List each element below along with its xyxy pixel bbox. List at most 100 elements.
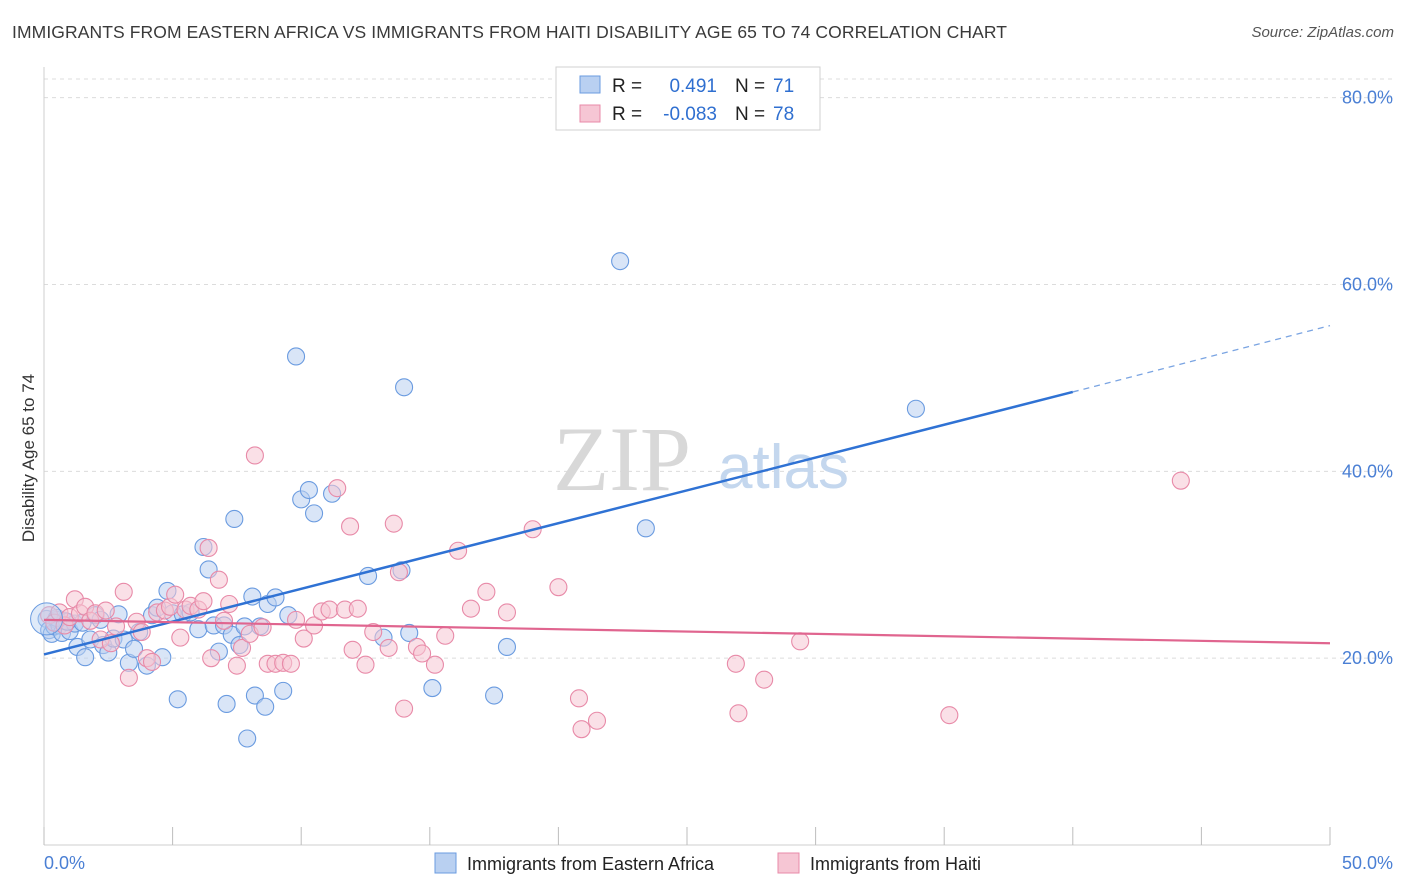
point-haiti [166,585,185,604]
point-eastern-africa [124,639,144,658]
point-eastern-africa [400,623,419,642]
watermark-atlas: atlas [718,433,849,502]
n-value-2: 78 [773,104,794,125]
point-eastern-africa [423,679,442,698]
point-eastern-africa [497,637,517,657]
point-eastern-africa [274,681,293,700]
watermark: ZIP atlas [553,408,849,510]
point-eastern-africa [238,729,257,748]
x-tick-label: 0.0% [44,853,85,873]
point-eastern-africa [168,690,187,709]
point-haiti [726,654,745,673]
source-credit: Source: ZipAtlas.com [1251,24,1394,41]
tick-labels: 20.0% 40.0% 60.0% 80.0% 0.0% 50.0% [44,88,1393,873]
point-haiti [171,628,190,647]
point-haiti [320,600,339,619]
n-value-1: 71 [773,76,794,97]
bottom-swatch-eastern-africa [434,852,457,874]
point-haiti [202,649,221,668]
point-haiti [294,629,313,648]
y-tick-label: 80.0% [1342,88,1393,108]
point-haiti [1171,471,1190,490]
point-eastern-africa [225,509,244,529]
point-eastern-africa [305,504,324,523]
chart-title: IMMIGRANTS FROM EASTERN AFRICA VS IMMIGR… [12,22,1008,42]
bottom-label-haiti: Immigrants from Haiti [810,854,981,874]
point-eastern-africa [217,694,236,713]
point-haiti [341,517,360,536]
watermark-zip: ZIP [553,408,691,510]
point-haiti [497,603,517,622]
point-haiti [114,582,133,601]
point-haiti [232,638,252,657]
point-eastern-africa [256,697,275,716]
point-haiti [569,689,589,708]
point-haiti [587,711,607,730]
series-legend: Immigrants from Eastern Africa Immigrant… [434,852,981,874]
r-label-1: R = [612,76,642,97]
data-points [30,252,1190,748]
point-haiti [287,610,306,629]
point-haiti [119,668,138,687]
y-tick-label: 60.0% [1342,275,1393,295]
legend-swatch-haiti [579,104,601,123]
point-haiti [940,706,959,725]
point-haiti [343,640,362,659]
point-eastern-africa [245,686,264,705]
point-haiti [413,644,432,663]
legend-swatch-eastern-africa [579,75,601,94]
point-haiti [477,582,496,601]
point-eastern-africa [395,378,414,397]
point-haiti [572,720,591,739]
point-haiti [755,670,774,689]
point-eastern-africa [636,519,655,538]
point-eastern-africa [299,480,318,500]
trend-lines [43,324,1331,656]
r-label-2: R = [612,104,642,125]
point-haiti [791,632,810,651]
point-haiti [348,599,367,618]
point-haiti [549,578,568,597]
r-value-2: -0.083 [663,104,717,125]
point-haiti [209,570,228,589]
point-haiti [281,654,300,673]
point-eastern-africa [485,686,504,705]
x-tick-label: 50.0% [1342,853,1393,873]
bottom-label-eastern-africa: Immigrants from Eastern Africa [467,854,715,874]
y-axis-label: Disability Age 65 to 74 [19,374,38,542]
bottom-swatch-haiti [777,852,800,874]
point-haiti [227,656,246,675]
y-tick-label: 20.0% [1342,648,1393,668]
point-eastern-africa [611,252,630,271]
trend-line-eastern-africa [43,390,1074,656]
point-haiti [142,652,162,671]
point-haiti [214,611,234,630]
grid-lines [44,78,1392,659]
point-haiti [379,638,398,657]
point-eastern-africa [76,648,95,667]
point-haiti [253,618,272,637]
point-haiti [199,538,218,557]
point-haiti [729,704,748,723]
stats-legend: R = 0.491 N = 71 R = -0.083 N = 78 [555,66,821,131]
point-haiti [356,655,375,674]
point-haiti [364,622,383,642]
point-haiti [328,479,347,498]
point-haiti [395,699,414,718]
point-eastern-africa [906,399,925,418]
point-haiti [384,514,403,533]
y-tick-label: 40.0% [1342,461,1393,481]
n-label-2: N = [735,104,765,125]
trend-line-haiti [43,618,1331,645]
point-haiti [194,592,213,611]
point-haiti [245,446,264,465]
point-haiti [425,655,444,674]
point-haiti [96,601,115,620]
axes [43,67,1331,846]
point-haiti [436,626,455,645]
n-label-1: N = [735,76,765,97]
point-haiti [461,599,481,618]
point-eastern-africa [287,347,306,366]
trend-line-eastern-africa-extension [1072,324,1331,393]
